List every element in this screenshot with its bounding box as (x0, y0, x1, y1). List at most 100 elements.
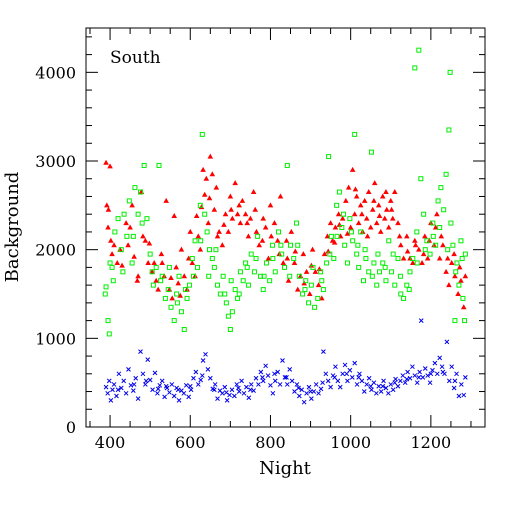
series-3-point-114 (371, 380, 377, 386)
series-1-point-1 (103, 159, 109, 165)
series-3-point-43 (200, 358, 206, 363)
series-2-point-119 (421, 211, 427, 217)
series-1-point-122 (412, 242, 419, 248)
series-1-point-115 (391, 189, 398, 195)
series-3-point-18 (140, 371, 146, 377)
series-3-point-152 (461, 392, 467, 398)
series-2-point-134 (456, 282, 462, 288)
series-2-point-132 (452, 318, 458, 324)
series-1-point-11 (125, 242, 131, 248)
series-3-point-167 (272, 371, 277, 377)
series-3-point-40 (193, 369, 199, 375)
series-2-point-36 (194, 264, 200, 270)
y-axis-label: Background (2, 172, 23, 283)
series-2-point-89 (342, 242, 348, 248)
series-2-point-26 (168, 304, 174, 310)
series-1-point-91 (343, 197, 349, 203)
series-2-point-103 (377, 269, 383, 275)
series-2-point-106 (386, 238, 392, 244)
series-1-point-101 (363, 215, 370, 221)
series-1-point-158 (252, 206, 259, 212)
series-2-point-81 (320, 287, 326, 293)
series-3-point-29 (167, 390, 172, 395)
series-1-point-67 (274, 237, 281, 243)
series-2-point-145 (166, 264, 172, 270)
series-3-point-22 (150, 387, 155, 393)
y-tick-label: 2000 (35, 241, 76, 260)
series-3-point-82 (294, 382, 300, 387)
series-1-point-162 (284, 255, 291, 261)
y-tick-label: 3000 (35, 152, 76, 171)
series-3-point-100 (337, 384, 343, 390)
series-3-point-121 (388, 382, 394, 387)
series-2-point-75 (303, 278, 309, 284)
series-2-point-24 (162, 295, 168, 301)
series-3-point-52 (222, 384, 228, 390)
series-2-point-101 (371, 260, 377, 266)
series-1-point-146 (159, 259, 165, 265)
series-3-point-175 (368, 383, 374, 389)
series-3-point-5 (110, 387, 115, 393)
series-2-point-120 (424, 238, 430, 244)
series-1-point-126 (424, 255, 431, 261)
series-3-point-17 (138, 349, 143, 354)
series-2-point-72 (294, 220, 300, 226)
series-1-point-26 (169, 295, 176, 301)
series-3-point-108 (357, 371, 362, 377)
series-1-point-141 (119, 262, 125, 268)
series-1-point-98 (357, 202, 364, 208)
series-1-point-133 (446, 282, 452, 288)
series-2-point-160 (287, 273, 293, 279)
series-1-point-20 (153, 277, 159, 283)
series-2-point-176 (406, 287, 412, 293)
series-2-point-148 (190, 273, 196, 279)
series-3-point-110 (361, 389, 367, 394)
series-2-point-29 (176, 273, 182, 279)
series-2-point-123 (433, 242, 439, 248)
series-2-point-19 (147, 251, 153, 257)
series-1-point-77 (303, 268, 310, 274)
series-3-point-83 (296, 393, 302, 399)
series-1-point-71 (285, 277, 292, 283)
series-2-point-11 (124, 233, 130, 239)
series-3-point-59 (239, 378, 244, 384)
series-2-point-44 (215, 282, 221, 288)
series-2-point-173 (382, 264, 388, 270)
series-2-point-61 (260, 287, 266, 293)
series-2-point-146 (174, 300, 180, 306)
series-1-point-179 (404, 248, 411, 254)
series-2-point-77 (308, 282, 314, 288)
series-3-point-118 (381, 378, 386, 384)
series-3-point-102 (342, 362, 348, 368)
series-2-point-53 (237, 269, 243, 275)
x-axis-label: Night (259, 458, 312, 479)
series-2-point-79 (315, 295, 321, 301)
series-2-point-147 (182, 287, 188, 293)
series-2-point-30 (178, 309, 184, 315)
series-2-point-111 (401, 295, 407, 301)
series-3-point-109 (359, 378, 365, 384)
series-1-point-176 (383, 189, 389, 195)
series-3-point-77 (282, 374, 288, 380)
series-2-point-154 (236, 291, 242, 297)
series-1-point-33 (187, 228, 194, 234)
tick-labels: 400 600 800 1000 1200 0 1000 2000 3000 4000 (35, 63, 451, 452)
series-1-point-42 (207, 153, 214, 159)
series-2-point-124 (435, 198, 441, 204)
series-2-point-20 (150, 282, 156, 288)
series-1-point-74 (294, 286, 301, 292)
series-1-point-79 (309, 246, 316, 252)
series-2-point-87 (336, 189, 342, 195)
series-2-point-149 (198, 238, 204, 244)
series-3-point-166 (260, 374, 265, 380)
series-1-point-113 (387, 197, 394, 203)
series-3-point-41 (195, 382, 201, 387)
series-2-point-69 (284, 162, 290, 168)
series-1-point-73 (291, 259, 298, 265)
x-tick-label: 800 (255, 433, 286, 452)
series-3-point-126 (400, 373, 406, 378)
series-1-point-46 (216, 228, 222, 234)
series-3-point-124 (395, 383, 401, 389)
series-3-point-98 (333, 364, 338, 370)
series-3-point-66 (256, 382, 261, 387)
